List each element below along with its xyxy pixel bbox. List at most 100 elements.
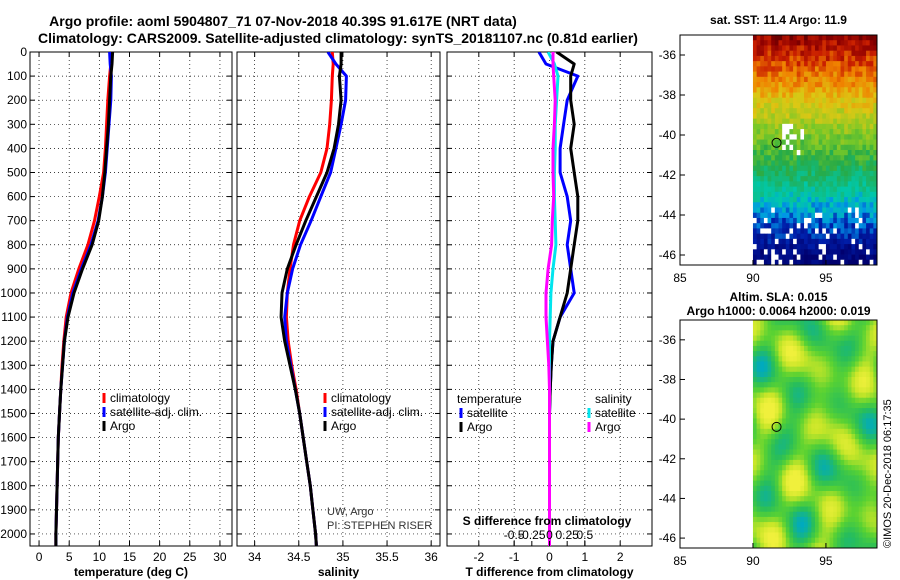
map-cell xyxy=(767,532,772,539)
map-cell xyxy=(778,454,783,461)
map-cell xyxy=(836,356,841,362)
map-cell xyxy=(873,459,878,466)
map-cell xyxy=(793,108,798,114)
map-cell xyxy=(796,418,801,425)
map-cell xyxy=(793,522,798,528)
map-cell xyxy=(847,465,852,471)
map-cell xyxy=(774,87,779,93)
salinity-panel: 34 34.5 35 35.5 36salinityclimatologysatelli… xyxy=(236,51,441,579)
map-cell xyxy=(796,320,801,326)
map-cell xyxy=(833,335,838,342)
map-cell xyxy=(811,465,816,471)
map-cell xyxy=(844,254,849,261)
map-cell xyxy=(767,351,772,357)
map-cell xyxy=(782,76,787,83)
map-cell xyxy=(807,186,812,193)
map-cell xyxy=(873,345,878,352)
map-cell xyxy=(862,506,867,513)
map-cell xyxy=(847,366,852,373)
map-cell xyxy=(763,223,768,229)
map-cell xyxy=(873,522,878,528)
map-x-tick-label: 90 xyxy=(746,554,760,568)
map-cell xyxy=(836,118,841,125)
map-cell xyxy=(800,197,805,203)
y-tick-label: 900 xyxy=(7,262,27,276)
map-cell xyxy=(796,506,801,513)
map-cell xyxy=(807,123,812,130)
map-cell xyxy=(811,382,816,388)
map-cell xyxy=(767,181,772,187)
map-cell xyxy=(873,181,878,187)
map-cell xyxy=(825,465,830,471)
map-cell xyxy=(814,212,820,219)
map-cell xyxy=(804,449,809,456)
map-cell xyxy=(858,459,863,466)
map-cell xyxy=(873,402,878,409)
map-cell xyxy=(789,501,794,507)
map-cell xyxy=(804,217,809,224)
map-cell xyxy=(763,150,768,156)
map-cell xyxy=(866,491,871,497)
map-cell xyxy=(869,139,874,146)
map-cell xyxy=(767,382,772,388)
map-cell xyxy=(836,160,841,167)
map-cell xyxy=(756,377,761,383)
map-cell xyxy=(793,320,798,326)
map-cell xyxy=(756,50,761,57)
map-cell xyxy=(866,197,871,203)
map-cell xyxy=(789,522,794,528)
map-cell xyxy=(807,259,812,266)
map-cell xyxy=(789,392,794,399)
map-cell xyxy=(752,108,758,114)
map-cell xyxy=(774,244,779,250)
map-cell xyxy=(829,325,834,331)
map-cell xyxy=(785,470,790,476)
map-cell xyxy=(811,361,816,368)
map-cell xyxy=(804,87,809,93)
map-cell xyxy=(807,217,812,224)
map-cell xyxy=(829,35,834,41)
map-cell xyxy=(756,186,761,193)
map-cell xyxy=(807,144,812,151)
map-cell xyxy=(873,82,878,88)
map-cell xyxy=(760,123,765,130)
map-x-tick-label: 85 xyxy=(673,271,687,285)
map-cell xyxy=(760,537,765,544)
map-cell xyxy=(782,254,787,261)
map-cell xyxy=(760,516,765,523)
map-cell xyxy=(822,61,827,67)
map-cell xyxy=(873,176,878,182)
map-cell xyxy=(793,35,798,41)
map-cell xyxy=(825,475,830,482)
map-cell xyxy=(804,325,809,331)
map-cell xyxy=(825,108,830,114)
map-cell xyxy=(851,35,856,41)
map-cell xyxy=(822,537,827,544)
map-cell xyxy=(851,259,856,266)
map-cell xyxy=(793,377,798,383)
map-cell xyxy=(804,527,809,533)
map-cell xyxy=(756,542,761,549)
map-cell xyxy=(822,475,827,482)
map-cell xyxy=(822,191,827,198)
map-cell xyxy=(771,139,776,146)
map-cell xyxy=(796,351,801,357)
map-cell xyxy=(807,129,812,135)
map-cell xyxy=(774,186,779,193)
map-cell xyxy=(760,413,765,419)
map-cell xyxy=(836,150,841,156)
map-cell xyxy=(774,320,779,326)
map-cell xyxy=(847,82,852,88)
map-cell xyxy=(818,191,823,198)
map-cell xyxy=(756,92,761,99)
map-cell xyxy=(829,170,834,177)
map-cell xyxy=(789,439,794,445)
map-cell xyxy=(782,139,787,146)
map-cell xyxy=(873,238,878,245)
map-cell xyxy=(825,191,830,198)
map-cell xyxy=(818,61,823,67)
map-cell xyxy=(756,356,761,362)
map-cell xyxy=(756,361,761,368)
map-cell xyxy=(818,506,823,513)
